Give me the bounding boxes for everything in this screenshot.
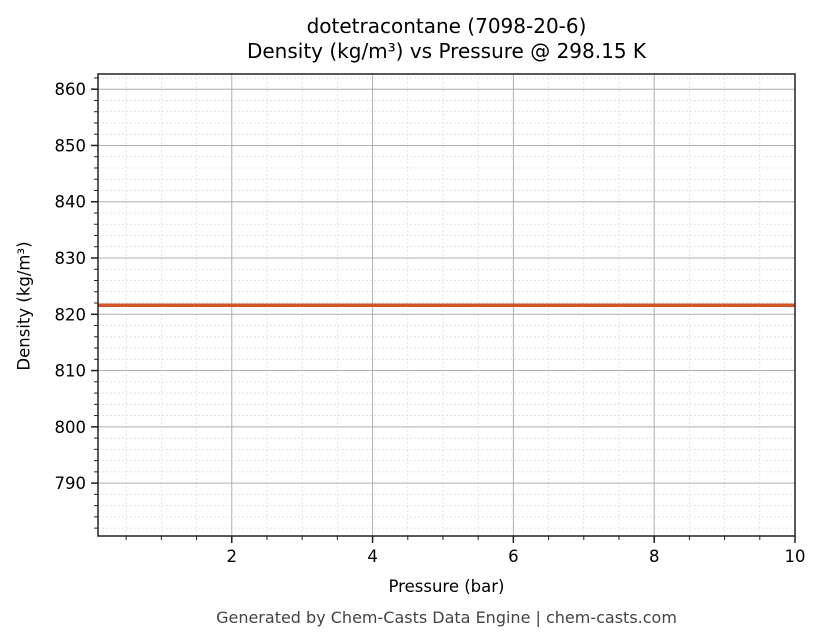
plot-frame <box>97 73 796 537</box>
y-axis-label: Density (kg/m³) <box>14 241 34 371</box>
x-tick-label: 10 <box>785 547 806 566</box>
x-tick-label: 6 <box>508 547 519 566</box>
y-tick-label: 810 <box>55 362 87 381</box>
y-tick-label: 830 <box>55 249 87 268</box>
x-axis-label: Pressure (bar) <box>388 577 505 596</box>
chart-subtitle: Density (kg/m³) vs Pressure @ 298.15 K <box>246 39 647 63</box>
footer-credit: Generated by Chem-Casts Data Engine | ch… <box>216 608 677 627</box>
chart-title: dotetracontane (7098-20-6) <box>306 14 587 38</box>
y-tick-label: 840 <box>55 193 87 212</box>
y-tick-label: 860 <box>55 80 87 99</box>
y-tick-label: 850 <box>55 136 87 155</box>
x-tick-label: 4 <box>367 547 378 566</box>
x-tick-label: 8 <box>649 547 660 566</box>
y-tick-label: 790 <box>55 474 87 493</box>
y-tick-label: 820 <box>55 305 87 324</box>
y-tick-label: 800 <box>55 418 87 437</box>
axis-ticks <box>91 77 796 543</box>
x-tick-label: 2 <box>227 547 238 566</box>
